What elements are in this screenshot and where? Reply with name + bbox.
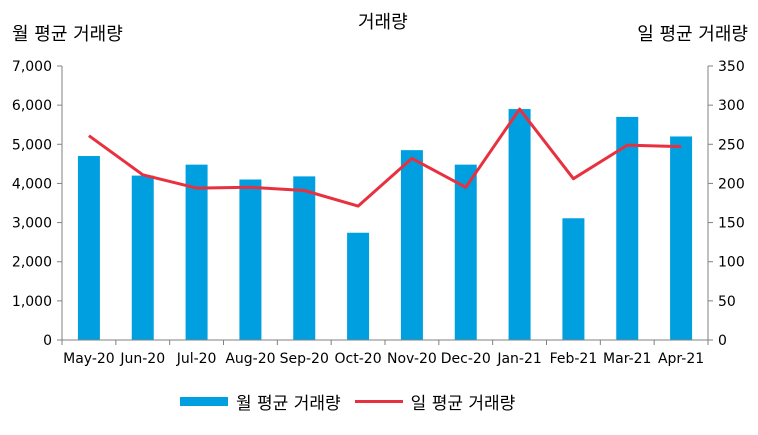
right-tick-label: 250 <box>718 137 745 153</box>
left-tick-label: 5,000 <box>12 137 52 153</box>
bar <box>616 116 639 340</box>
legend-item-bars: 월 평균 거래량 <box>180 389 341 414</box>
x-tick-label: Mar-21 <box>603 351 651 367</box>
left-tick-label: 2,000 <box>12 255 52 271</box>
left-tick-label: 1,000 <box>12 294 52 310</box>
bar <box>131 175 154 340</box>
right-tick-label: 100 <box>718 255 745 271</box>
x-tick-label: Aug-20 <box>225 351 275 367</box>
left-tick-label: 6,000 <box>12 98 52 114</box>
left-tick-label: 7,000 <box>12 59 52 75</box>
legend-item-line: 일 평균 거래량 <box>354 389 516 414</box>
legend-swatch-line <box>354 400 403 403</box>
x-tick-label: Apr-21 <box>658 351 704 367</box>
bar <box>454 164 477 340</box>
left-axis-title: 월 평균 거래량 <box>12 24 123 45</box>
bar <box>562 218 585 340</box>
line-series <box>88 107 682 208</box>
bar <box>400 150 423 340</box>
bar <box>185 164 208 340</box>
bar <box>239 179 262 340</box>
bar <box>670 136 693 340</box>
x-tick-label: Oct-20 <box>335 351 382 367</box>
legend-swatch-bars <box>180 397 228 406</box>
x-tick-label: Sep-20 <box>280 351 329 367</box>
x-tick-label: Dec-20 <box>441 351 491 367</box>
x-tick-label: May-20 <box>63 351 115 367</box>
right-axis-title: 일 평균 거래량 <box>637 24 748 45</box>
right-tick-label: 350 <box>718 59 745 75</box>
right-tick-label: 200 <box>718 176 745 192</box>
bar <box>508 109 531 340</box>
left-tick-label: 4,000 <box>12 176 52 192</box>
legend-label-line: 일 평균 거래량 <box>410 394 516 414</box>
right-tick-label: 300 <box>718 98 745 114</box>
bar <box>77 156 100 340</box>
right-tick-label: 150 <box>718 216 745 232</box>
left-tick-label: 0 <box>43 333 52 349</box>
right-tick-label: 50 <box>718 294 736 310</box>
x-tick-label: Feb-21 <box>550 351 598 367</box>
bar <box>293 176 316 340</box>
bar <box>347 232 370 340</box>
x-tick-label: Jan-21 <box>496 351 541 367</box>
x-tick-label: Jun-20 <box>119 351 165 367</box>
legend: 월 평균 거래량 일 평균 거래량 <box>180 389 529 414</box>
x-tick-label: Jul-20 <box>176 351 217 367</box>
legend-label-bars: 월 평균 거래량 <box>236 394 341 414</box>
left-tick-label: 3,000 <box>12 216 52 232</box>
right-tick-label: 0 <box>718 333 727 349</box>
chart-title: 거래량 <box>358 12 408 33</box>
x-tick-label: Nov-20 <box>387 351 437 367</box>
